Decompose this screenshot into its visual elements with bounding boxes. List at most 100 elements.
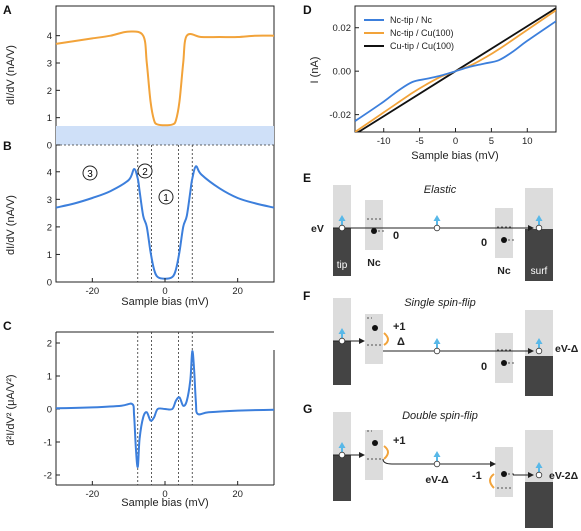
y-a-tick-label: 3	[47, 59, 52, 70]
panel-c: -2 -1 0 1 2 -20 0 20 d²I/dV² (μA/V²) Sample bi…	[5, 331, 275, 509]
panel-d: -0.02 0.00 0.02 -10 -5 0 5 10 Nc-tip / Nc Nc-t…	[309, 5, 557, 162]
svg-text:3: 3	[87, 169, 93, 180]
panel-letter-b: B	[3, 139, 12, 153]
legend-label-nc-cu: Nc-tip / Cu(100)	[390, 28, 454, 38]
surf-filled-states	[525, 356, 553, 396]
panel-ab: 0 1 2 3 4 0 1 2 3 4 -20 0 20 3 2 1 dI/dV (nA/V) dI…	[5, 5, 275, 308]
region-marker-1: 1	[158, 189, 174, 205]
tip-filled-states	[333, 455, 351, 501]
y-c-tick-label: 2	[47, 339, 52, 350]
x-d-tick-label: 5	[489, 136, 494, 147]
tip-filled-states	[333, 341, 351, 385]
spin-state-dot-2	[501, 471, 507, 477]
y-a-tick-label: 4	[47, 31, 52, 42]
x-b-tick-label: -20	[85, 286, 99, 297]
y-d-tick-label: 0.00	[333, 67, 352, 78]
y-c-tick-label: -2	[44, 471, 52, 482]
y-b-tick-label: 3	[47, 195, 52, 206]
tip-label: tip	[337, 260, 348, 271]
x-ticks-c: -20 0 20	[85, 481, 243, 500]
spin-state-dot-1	[372, 440, 378, 446]
spin-value-1: 0	[393, 230, 399, 242]
x-d-tick-label: 0	[453, 136, 458, 147]
y-c-tick-label: 0	[47, 405, 52, 416]
tip-empty-states	[333, 412, 351, 455]
nc-block-2	[495, 333, 513, 383]
spin-flip-arrow	[489, 473, 495, 489]
panel-letter-e: E	[303, 171, 311, 185]
y-a-tick-label: 0	[47, 141, 52, 152]
threshold-lines-b	[137, 145, 193, 282]
series-line-b	[55, 165, 275, 280]
y-c-tick-label: -1	[44, 438, 52, 449]
y-c-tick-label: 1	[47, 372, 52, 383]
spin-value-zero: 0	[481, 361, 487, 373]
x-d-tick-label: -10	[377, 136, 391, 147]
y-b-tick-label: 2	[47, 222, 52, 233]
spin-value-plus-one: +1	[393, 435, 406, 447]
diagram-single-spin-flip: Single spin-flip +1 Δ 0 eV-Δ	[333, 297, 579, 396]
electron-spin-icon	[338, 328, 346, 345]
x-axis-label-c: Sample bias (mV)	[121, 497, 208, 509]
diagram-elastic: Elastic tip Nc 0 Nc 0 surf eV	[311, 184, 553, 281]
region-marker-2: 2	[137, 163, 153, 179]
y-b-tick-label: 0	[47, 278, 52, 289]
y-axis-label-b: dI/dV (nA/V)	[5, 195, 17, 255]
legend-d: Nc-tip / Nc Nc-tip / Cu(100) Cu-tip / Cu…	[364, 15, 454, 51]
energy-label-ev-2delta: eV-2Δ	[549, 470, 579, 482]
energy-gap-band	[56, 126, 274, 145]
x-axis-label-b: Sample bias (mV)	[121, 296, 208, 308]
x-c-tick-label: -20	[85, 489, 99, 500]
y-axis-label-d: I (nA)	[309, 57, 321, 84]
diagram-title-double-spin-flip: Double spin-flip	[402, 410, 478, 422]
panel-letter-a: A	[3, 3, 12, 17]
x-ticks-b: -20 0 20	[85, 278, 243, 297]
svg-text:1: 1	[163, 193, 169, 204]
nc-label-1: Nc	[367, 257, 381, 269]
x-c-tick-label: 0	[162, 489, 167, 500]
y-axis-label-c: d²I/dV² (μA/V²)	[5, 374, 17, 445]
panel-letter-g: G	[303, 402, 312, 416]
spin-state-dot-1	[372, 325, 378, 331]
series-line-c	[55, 350, 275, 468]
electron-spin-icon	[535, 215, 543, 232]
x-ticks-d: -10 -5 0 5 10	[377, 128, 533, 147]
electron-spin-icon	[338, 215, 346, 232]
y-ticks-c: -2 -1 0 1 2	[44, 339, 60, 482]
electron-spin-icon	[433, 338, 441, 355]
nc-block-1	[365, 200, 383, 250]
energy-label-ev-delta: eV-Δ	[555, 343, 579, 355]
tip-empty-states	[333, 185, 351, 228]
panel-letter-c: C	[3, 319, 12, 333]
delta-label: Δ	[397, 336, 405, 348]
y-ticks-a: 0 1 2 3 4	[47, 31, 60, 152]
nc-block-1	[365, 314, 383, 364]
y-d-tick-label: -0.02	[329, 110, 351, 121]
x-axis-label-d: Sample bias (mV)	[411, 150, 498, 162]
region-marker-3: 3	[82, 165, 98, 181]
series-line-a	[55, 30, 275, 127]
legend-label-cu-cu: Cu-tip / Cu(100)	[390, 41, 454, 51]
spin-state-dot-2	[501, 237, 507, 243]
y-ticks-b: 0 1 2 3 4	[47, 167, 60, 289]
diagram-title-elastic: Elastic	[424, 184, 457, 196]
x-c-tick-label: 20	[232, 489, 243, 500]
electron-spin-icon	[535, 462, 543, 479]
electron-spin-icon	[535, 338, 543, 355]
spin-value-2: 0	[481, 237, 487, 249]
nc-block-1	[365, 430, 383, 480]
y-ticks-d: -0.02 0.00 0.02	[329, 23, 359, 121]
x-d-tick-label: -5	[415, 136, 423, 147]
surf-label: surf	[531, 266, 548, 277]
panel-letter-d: D	[303, 3, 312, 17]
tip-empty-states	[333, 298, 351, 341]
y-a-tick-label: 1	[47, 113, 52, 124]
legend-label-nc-nc: Nc-tip / Nc	[390, 15, 433, 25]
diagram-double-spin-flip: Double spin-flip +1 -1 eV-Δ eV-2Δ	[333, 410, 579, 528]
bias-label-ev: eV	[311, 223, 324, 235]
y-a-tick-label: 2	[47, 86, 52, 97]
surf-filled-states	[525, 482, 553, 528]
series-lines-d	[355, 7, 556, 132]
spin-flip-arrow	[383, 445, 389, 460]
